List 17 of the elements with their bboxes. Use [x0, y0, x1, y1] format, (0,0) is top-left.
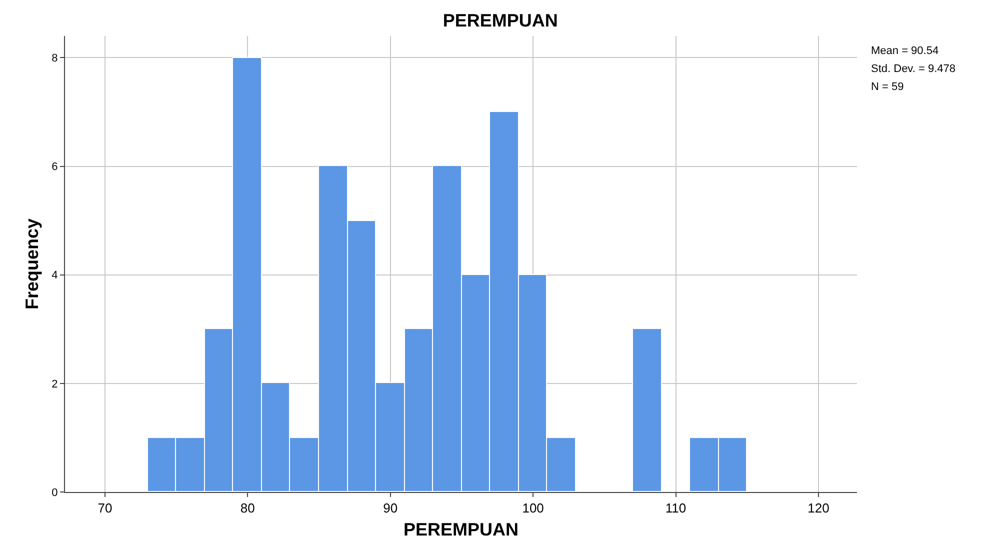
text: Mean = 90.54	[871, 45, 939, 57]
chart-title: PEREMPUAN	[442, 10, 558, 30]
x-axis-title: PEREMPUAN	[403, 520, 519, 540]
y-tick-label: 0	[52, 486, 58, 499]
y-tick-label: 8	[52, 52, 58, 65]
y-tick-label: 4	[52, 270, 58, 282]
y-tick-label: 6	[52, 161, 58, 174]
x-tick-label: 110	[665, 500, 686, 516]
y-tick-label: 2	[52, 378, 58, 390]
text: N = 59	[871, 81, 904, 93]
text: Std. Dev. = 9.478	[871, 63, 956, 75]
x-tick-label: 70	[98, 500, 112, 516]
x-tick-label: 120	[808, 500, 830, 516]
y-axis-title: Frequency	[22, 218, 42, 310]
x-tick-label: 80	[240, 500, 255, 516]
x-tick-label: 90	[383, 500, 398, 516]
x-tick-label: 100	[522, 500, 544, 516]
